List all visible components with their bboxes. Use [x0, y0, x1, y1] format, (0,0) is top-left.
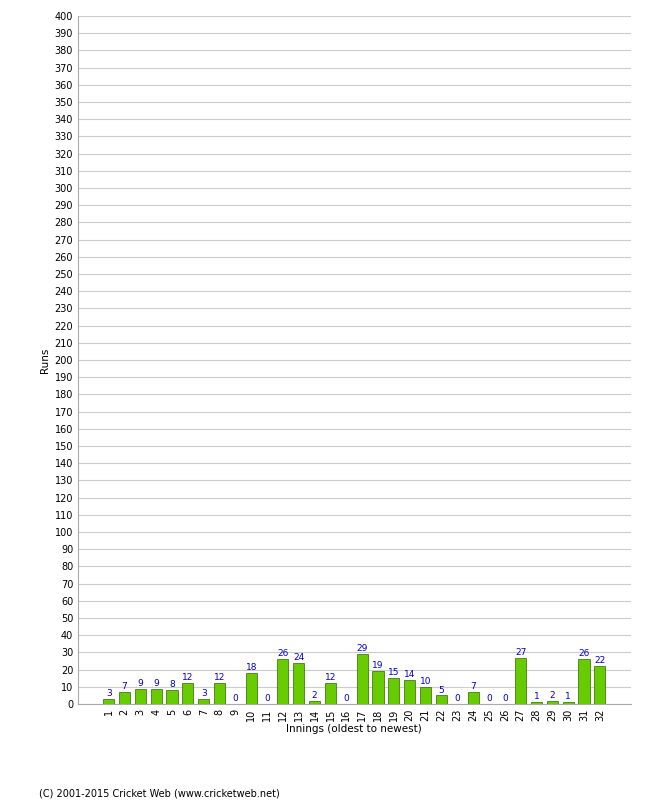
Text: 0: 0 — [502, 694, 508, 703]
Bar — [357, 654, 368, 704]
Bar — [515, 658, 526, 704]
Bar — [309, 701, 320, 704]
Text: 9: 9 — [137, 678, 143, 688]
Text: 12: 12 — [214, 674, 226, 682]
Bar — [372, 671, 384, 704]
Text: 5: 5 — [439, 686, 444, 694]
Bar — [214, 683, 225, 704]
Text: 26: 26 — [578, 650, 590, 658]
Text: 12: 12 — [182, 674, 194, 682]
Bar — [103, 699, 114, 704]
Bar — [183, 683, 194, 704]
Bar — [293, 662, 304, 704]
Text: 24: 24 — [293, 653, 304, 662]
Text: 18: 18 — [246, 663, 257, 672]
Text: 14: 14 — [404, 670, 415, 679]
Text: 8: 8 — [169, 680, 175, 690]
Bar — [404, 680, 415, 704]
Text: 27: 27 — [515, 648, 527, 657]
Bar — [578, 659, 590, 704]
Text: 0: 0 — [265, 694, 270, 703]
Bar — [531, 702, 542, 704]
Text: 2: 2 — [549, 690, 555, 700]
Text: 0: 0 — [343, 694, 349, 703]
Bar — [119, 692, 130, 704]
Text: 26: 26 — [278, 650, 289, 658]
Text: 2: 2 — [312, 690, 317, 700]
Bar — [436, 695, 447, 704]
Bar — [278, 659, 289, 704]
Text: 9: 9 — [153, 678, 159, 688]
Bar — [547, 701, 558, 704]
Bar — [151, 689, 162, 704]
Bar — [594, 666, 605, 704]
Bar — [420, 686, 431, 704]
Text: 3: 3 — [106, 689, 112, 698]
Bar — [563, 702, 574, 704]
X-axis label: Innings (oldest to newest): Innings (oldest to newest) — [287, 724, 422, 734]
Text: (C) 2001-2015 Cricket Web (www.cricketweb.net): (C) 2001-2015 Cricket Web (www.cricketwe… — [39, 788, 280, 798]
Text: 15: 15 — [388, 668, 400, 678]
Text: 10: 10 — [420, 677, 432, 686]
Text: 1: 1 — [534, 693, 540, 702]
Text: 7: 7 — [122, 682, 127, 691]
Text: 7: 7 — [470, 682, 476, 691]
Bar — [198, 699, 209, 704]
Text: 29: 29 — [356, 644, 368, 654]
Text: 0: 0 — [486, 694, 492, 703]
Text: 22: 22 — [594, 656, 605, 666]
Bar — [135, 689, 146, 704]
Bar — [388, 678, 399, 704]
Bar — [325, 683, 336, 704]
Y-axis label: Runs: Runs — [40, 347, 50, 373]
Bar — [467, 692, 478, 704]
Bar — [166, 690, 177, 704]
Text: 12: 12 — [325, 674, 336, 682]
Text: 3: 3 — [201, 689, 207, 698]
Bar — [246, 673, 257, 704]
Text: 0: 0 — [233, 694, 239, 703]
Text: 1: 1 — [566, 693, 571, 702]
Text: 0: 0 — [454, 694, 460, 703]
Text: 19: 19 — [372, 662, 384, 670]
